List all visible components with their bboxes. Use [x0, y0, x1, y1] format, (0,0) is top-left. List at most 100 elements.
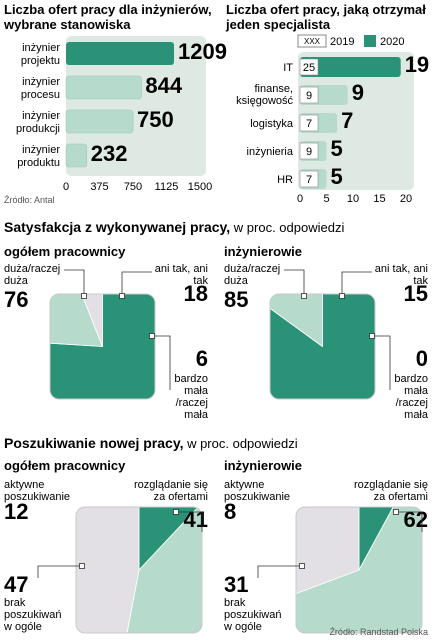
satisfaction-leader — [64, 269, 85, 296]
chart2-box-2019 — [299, 114, 319, 132]
chart1-tick-label: 1125 — [155, 181, 179, 193]
chart1-bar — [65, 75, 142, 100]
jobsearch-slice-label: za ofertami — [374, 491, 428, 503]
satisfaction-pie-frame — [49, 293, 156, 400]
satisfaction-slice-label: duża/raczej — [224, 263, 280, 275]
chart1-value-label: 750 — [137, 107, 174, 132]
satisfaction-slice-label: bardzo — [174, 373, 208, 385]
chart1-category-label: inżynier — [22, 76, 60, 88]
jobsearch-slice-value: 62 — [404, 507, 428, 532]
jobsearch-leader-marker — [299, 563, 305, 569]
chart2-category-label: IT — [283, 62, 293, 74]
jobsearch-leader — [257, 565, 302, 578]
satisfaction-slice-label: /raczej — [396, 397, 428, 409]
satisfaction-slice-label: /raczej — [176, 397, 208, 409]
jobsearch-pie-frame — [295, 506, 423, 634]
chart1-bar — [65, 143, 88, 168]
chart2-legend-label: 2020 — [380, 36, 404, 48]
jobsearch-slice-label: w ogóle — [3, 621, 42, 633]
jobsearch-pie-slice — [296, 507, 360, 595]
chart2-value-2020: 9 — [352, 80, 364, 105]
jobsearch-slice-label: aktywne — [224, 479, 264, 491]
chart1-category-label: inżynier — [22, 144, 60, 156]
jobsearch-slice-value: 12 — [4, 499, 28, 524]
chart1-title: wybrane stanowiska — [3, 17, 131, 32]
satisfaction-slice-value: 15 — [404, 281, 428, 306]
chart2-title: jeden specjalista — [225, 17, 331, 32]
satisfaction-leader — [284, 269, 305, 296]
chart1-value-label: 1209 — [178, 39, 227, 64]
chart2-category-label: finanse, — [254, 83, 293, 95]
satisfaction-slice-label: mała — [184, 409, 209, 421]
chart1-value-label: 844 — [145, 73, 182, 98]
chart2-category-label: logistyka — [250, 118, 294, 130]
satisfaction-leader-marker — [369, 333, 375, 339]
chart2-box-2019 — [299, 170, 319, 188]
chart2-box-2019 — [299, 58, 319, 76]
chart1-category-label: procesu — [21, 89, 60, 101]
satisfaction-slice-label: mała — [184, 385, 209, 397]
satisfaction-leader — [372, 335, 391, 390]
chart1-source: Źródło: Antal — [4, 195, 55, 205]
chart2-tick-label: 5 — [323, 193, 329, 205]
section4-heading-suffix: w proc. odpowiedzi — [183, 436, 297, 451]
jobsearch-slice-value: 41 — [184, 507, 208, 532]
satisfaction-slice-value: 0 — [416, 346, 428, 371]
chart2-category-label: inżynieria — [247, 146, 294, 158]
chart1-category-label: inżynier — [22, 110, 60, 122]
jobsearch-leader-marker — [173, 509, 179, 515]
jobsearch-slice-label: w ogóle — [223, 621, 262, 633]
chart2-tick-label: 0 — [297, 193, 303, 205]
chart2-legend-label: 2019 — [330, 36, 354, 48]
chart1-title: Liczba ofert pracy dla inżynierów, — [4, 2, 212, 17]
chart1-category-label: inżynier — [22, 42, 60, 54]
satisfaction-slice-value: 85 — [224, 287, 248, 312]
satisfaction-slice-value: 18 — [184, 281, 208, 306]
chart2-value-2019: 7 — [306, 118, 312, 130]
satisfaction-slice-label: mała — [404, 409, 429, 421]
chart2-value-2019: 7 — [306, 174, 312, 186]
satisfaction-slice-label: bardzo — [394, 373, 428, 385]
chart1-tick-label: 375 — [90, 181, 108, 193]
chart1-category-label: projektu — [21, 55, 60, 67]
satisfaction-leader-marker — [339, 293, 345, 299]
satisfaction-pie-frame — [269, 293, 376, 400]
jobsearch-slice-value: 8 — [224, 499, 236, 524]
section3-heading-main: Satysfakcja z wykonywanej pracy, — [4, 219, 230, 235]
satisfaction-group-title: inżynierowie — [224, 244, 302, 259]
jobsearch-slice-label: za ofertami — [154, 491, 208, 503]
jobsearch-slice-label: brak — [224, 597, 246, 609]
chart2-value-2020: 7 — [341, 108, 353, 133]
satisfaction-pie-group — [50, 294, 155, 399]
chart2-tick-label: 20 — [400, 193, 412, 205]
jobsearch-slice-label: rozglądanie się — [134, 479, 208, 491]
chart2-legend-swatch-2020 — [364, 35, 376, 47]
satisfaction-pie-slice — [81, 294, 103, 347]
jobsearch-group-title: ogółem pracownicy — [4, 458, 126, 473]
section4-heading-main: Poszukiwanie nowej pracy, — [4, 435, 183, 451]
chart1-tick-label: 1500 — [188, 181, 212, 193]
satisfaction-leader-marker — [149, 333, 155, 339]
chart1-category-label: produkcji — [16, 123, 60, 135]
satisfaction-slice-label: duża — [4, 275, 29, 287]
jobsearch-pie-slice — [76, 507, 140, 633]
chart2-category-label: HR — [277, 174, 293, 186]
jobsearch-pie-group — [76, 507, 202, 633]
jobsearch-slice-label: aktywne — [4, 479, 44, 491]
chart2-bar — [300, 57, 401, 77]
jobsearch-leader-marker — [79, 563, 85, 569]
satisfaction-pie-slice — [270, 294, 323, 348]
chart2-value-2019: 9 — [306, 146, 312, 158]
satisfaction-slice-value: 76 — [4, 287, 28, 312]
chart1-plot-area — [66, 36, 206, 176]
satisfaction-slice-label: ani tak, ani — [155, 263, 208, 275]
chart1-bar — [65, 109, 134, 134]
jobsearch-leader-marker — [393, 509, 399, 515]
satisfaction-leader — [152, 335, 171, 390]
jobsearch-slice-value: 47 — [4, 572, 28, 597]
jobsearch-pie-group — [296, 507, 422, 633]
chart2-value-2019: 25 — [303, 62, 315, 74]
jobsearch-leader — [396, 511, 423, 532]
chart2-value-2020: 5 — [331, 164, 343, 189]
